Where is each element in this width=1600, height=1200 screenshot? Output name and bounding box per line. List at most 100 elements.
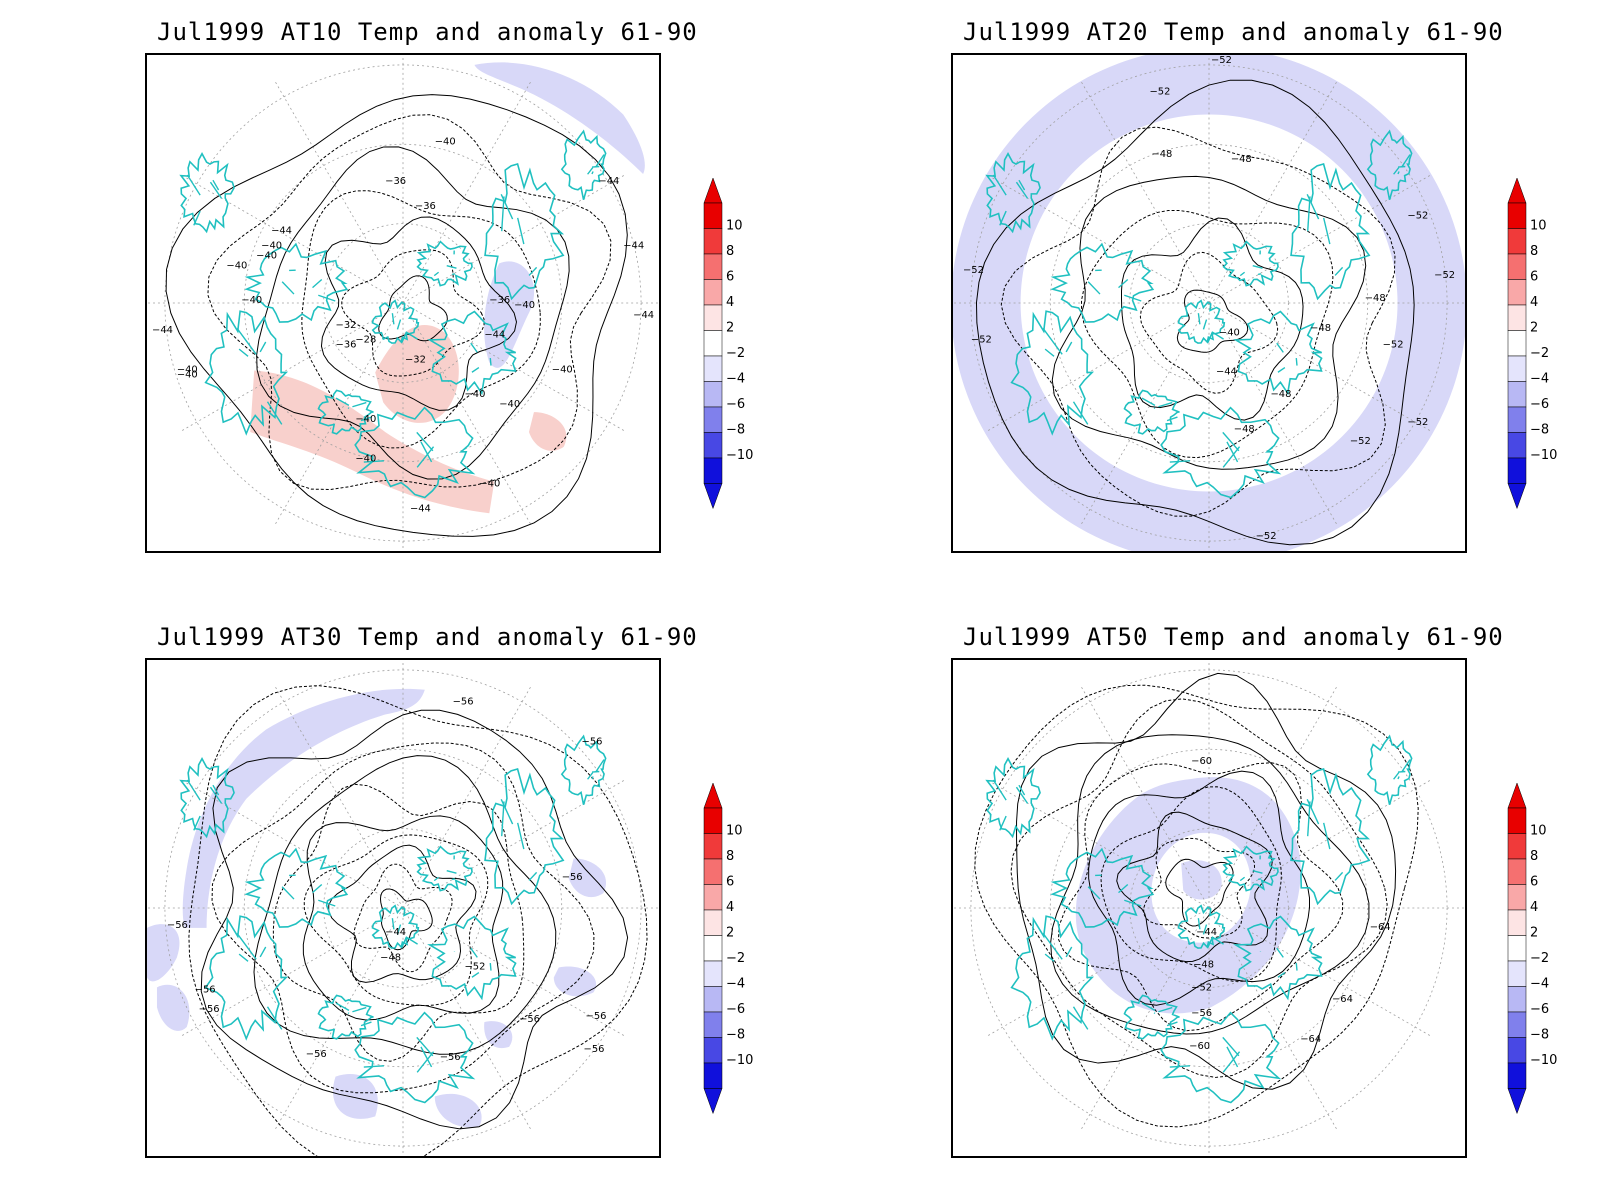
anomaly-cold-africa [332, 1074, 378, 1119]
contour-label: −40 [355, 454, 376, 465]
country-border [335, 1002, 350, 1011]
coastlines [985, 734, 1413, 1104]
contour-line [1116, 811, 1273, 963]
contour-label: −40 [355, 414, 376, 425]
country-border [360, 416, 372, 422]
coastline [560, 129, 607, 200]
country-border [209, 181, 223, 199]
coastline [244, 242, 349, 323]
contour-label: −40 [261, 240, 282, 251]
contour-label: −40 [256, 250, 277, 261]
colorbar-label: −6 [1530, 1002, 1549, 1017]
colorbar-svg: 10 8 6 4 2 −2 −4 −6 −8 −10 [703, 177, 753, 510]
contour-label: −48 [1231, 154, 1252, 165]
colorbar-segment [1507, 381, 1527, 408]
country-border [1202, 319, 1208, 330]
country-border [318, 294, 336, 302]
contour-line [1010, 698, 1388, 1078]
country-border [1169, 460, 1190, 463]
coastline [1160, 406, 1282, 499]
country-border [592, 770, 600, 773]
colorbar-label: −10 [1530, 448, 1557, 463]
contour-label: −52 [1407, 417, 1428, 428]
anomaly-warm-arctic [375, 324, 459, 423]
contour-line [1051, 175, 1367, 470]
colorbar-arrow-top [1507, 177, 1527, 204]
coastline [371, 299, 420, 344]
contour-label: −40 [479, 479, 500, 490]
country-border [471, 972, 480, 978]
colorbar-label: 8 [1530, 849, 1538, 864]
country-border [1141, 1002, 1156, 1011]
country-border [528, 266, 538, 276]
panel-title: Jul1999 AT30 Temp and anomaly 61-90 [157, 623, 698, 651]
country-border [1169, 1065, 1190, 1068]
colorbar-arrow-bottom [703, 1088, 723, 1115]
contour-label: −56 [453, 697, 474, 708]
country-border [1166, 1021, 1178, 1027]
country-border [1393, 772, 1400, 780]
coastline [416, 240, 473, 287]
country-border [1306, 193, 1320, 220]
panel-title: Jul1999 AT20 Temp and anomaly 61-90 [963, 18, 1504, 46]
coastline [204, 310, 289, 436]
country-border [416, 1051, 435, 1073]
contour-label: −40 [177, 369, 198, 380]
colorbar-segment [703, 1062, 723, 1089]
contour-line [353, 863, 453, 973]
country-border [266, 401, 283, 425]
colorbar-segment [1507, 432, 1527, 459]
colorbar-segment [703, 228, 723, 255]
colorbar-segment [1507, 355, 1527, 382]
anomaly-shading [1075, 777, 1301, 1014]
polar-map-svg: −52 −48 −48 −52 −52 −52 −52 −48 −48 −52 … [953, 55, 1465, 551]
country-border [1401, 759, 1411, 773]
contour-line [1121, 217, 1304, 421]
country-border [587, 167, 594, 175]
country-border [591, 776, 594, 780]
colorbar-segment [703, 202, 723, 229]
contour-label: −44 [410, 503, 431, 514]
country-border [420, 441, 433, 463]
contour-label: −52 [1383, 340, 1404, 351]
colorbar-segment [703, 253, 723, 280]
contour-label: −52 [1434, 270, 1455, 281]
country-border [433, 876, 440, 882]
colorbar-label: 2 [726, 926, 734, 941]
contours [188, 685, 648, 1156]
country-border [401, 936, 408, 948]
contour-label: −40 [465, 389, 486, 400]
country-border [236, 932, 257, 960]
country-border [516, 217, 525, 245]
country-border [352, 1006, 367, 1013]
meridian-line [179, 907, 404, 1038]
contour-label: −44 [623, 240, 644, 251]
colorbar-label: −6 [726, 397, 745, 412]
contours [974, 672, 1419, 1128]
polar-map-svg: −56 −56 −56 −56 −44 −48 −52 −56 −56 −56 … [147, 660, 659, 1156]
country-border [592, 165, 600, 168]
country-border [347, 407, 350, 409]
contour-label: −56 [562, 872, 583, 883]
contour-label: −28 [355, 335, 376, 346]
contour-line [328, 844, 477, 983]
contour-label: −56 [167, 920, 188, 931]
country-border [516, 822, 525, 850]
contour-label: −52 [971, 335, 992, 346]
contour-label: −56 [306, 1049, 327, 1060]
colorbar: 10 8 6 4 2 −2 −4 −6 −8 −10 [1506, 177, 1576, 510]
contour-label: −56 [584, 1044, 605, 1055]
country-border [470, 342, 478, 353]
colorbar-arrow-bottom [1507, 483, 1527, 510]
coastline [371, 904, 420, 949]
anomaly-warm-europe [528, 412, 567, 451]
colorbar-segment [703, 457, 723, 484]
colorbar-segment [703, 279, 723, 306]
country-border [1124, 899, 1142, 907]
coastline [1290, 163, 1371, 301]
contour-line [303, 834, 489, 1007]
coastline [1123, 389, 1180, 435]
colorbar-label: −6 [1530, 397, 1549, 412]
coastline [1010, 310, 1095, 436]
country-border [1222, 1036, 1240, 1057]
